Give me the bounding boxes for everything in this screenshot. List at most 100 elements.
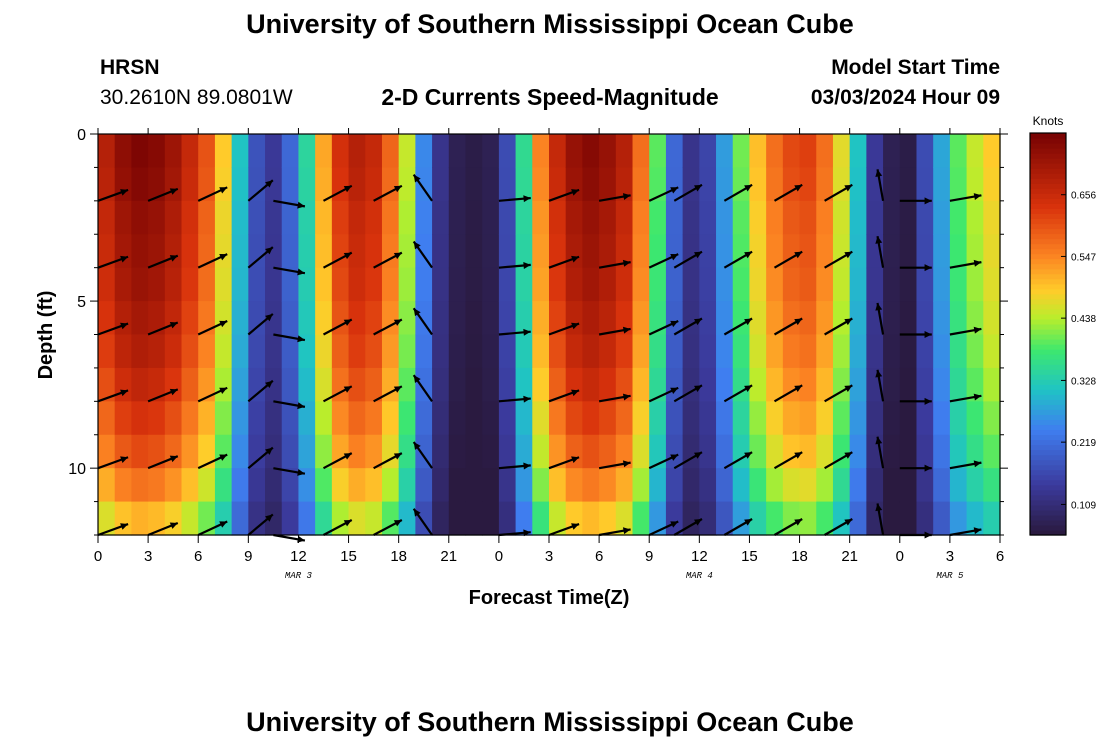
heatmap-cell [966,234,984,269]
x-tick-label: 0 [896,548,904,565]
heatmap-cell [365,501,383,536]
heatmap-cell [649,468,667,503]
current-vector [773,384,803,403]
colorbar-segment [1030,464,1066,471]
heatmap-cell [164,501,183,536]
heatmap-cell [148,501,166,536]
heatmap-cell [849,367,867,402]
colorbar-segment [1030,529,1066,536]
colorbar-segment [1030,318,1066,325]
heatmap-cell [131,301,149,336]
colorbar-segment [1030,243,1066,250]
heatmap-cell [432,468,450,503]
heatmap-cell [849,301,867,336]
heatmap-cell [866,267,884,302]
current-vector [949,193,982,202]
heatmap-cell [415,434,433,469]
heatmap-cell [899,200,918,235]
heatmap-cell [849,501,867,536]
current-vector [899,331,932,338]
colorbar-segment [1030,303,1066,310]
colorbar-segment [1030,514,1066,521]
current-vector [498,395,531,403]
heatmap-cell [732,301,751,336]
heatmap-cell [682,267,700,302]
heatmap-cell [465,367,483,402]
heatmap-cell [465,434,483,469]
heatmap-cell [983,167,1001,202]
heatmap-cell [231,301,249,336]
heatmap-cell [148,434,166,469]
heatmap-cell [315,468,333,503]
heatmap-cell [866,334,884,369]
heatmap-cell [849,167,867,202]
heatmap-cell [465,167,483,202]
heatmap-cell [98,267,116,302]
heatmap-cell [665,167,684,202]
heatmap-cell [148,468,166,503]
heatmap-cell [699,301,717,336]
heatmap-cell [315,200,333,235]
heatmap-cell [716,468,734,503]
current-vector [875,436,885,469]
heatmap-cell [816,468,834,503]
heatmap-cell [482,301,500,336]
heatmap-cell [883,134,901,169]
heatmap-cell [181,401,199,436]
current-vector [723,451,753,470]
heatmap-cell [164,167,183,202]
heatmap-cell [832,234,851,269]
heatmap-cell [649,434,667,469]
heatmap-cell [565,401,584,436]
heatmap-cell [682,367,700,402]
heatmap-cell [799,167,817,202]
heatmap-cell [214,501,233,536]
colorbar-segment [1030,233,1066,240]
heatmap-cell [498,134,517,169]
x-tick-label: 3 [946,548,954,565]
heatmap-cell [214,267,233,302]
current-vector [97,255,129,269]
heatmap-cell [148,200,166,235]
heatmap-cell [348,401,366,436]
heatmap-cell [415,234,433,269]
heatmap-cell [498,468,517,503]
heatmap-cell [749,134,767,169]
heatmap-cell [682,468,700,503]
heatmap-cell [782,134,801,169]
heatmap-cell [348,334,366,369]
heatmap-cell [248,434,266,469]
heatmap-cell [98,334,116,369]
heatmap-cell [315,334,333,369]
heatmap-cell [298,200,316,235]
heatmap-cell [331,267,350,302]
current-vector [949,326,982,336]
heatmap-cell [248,334,266,369]
colorbar-segment [1030,494,1066,501]
heatmap-cell [899,234,918,269]
heatmap-cell [331,434,350,469]
heatmap-cell [281,501,300,536]
heatmap-cell [298,134,316,169]
heatmap-cell [766,134,784,169]
heatmap-cell [682,134,700,169]
heatmap-cell [164,134,183,169]
current-vector [147,455,179,470]
heatmap-cell [916,434,934,469]
current-vector [723,384,753,403]
heatmap-cell [749,234,767,269]
heatmap-cell [732,367,751,402]
heatmap-cell [916,401,934,436]
heatmap-cell [164,334,183,369]
heatmap-cell [265,200,283,235]
current-vector [322,519,353,536]
heatmap-cell [114,134,133,169]
heatmap-cell [432,167,450,202]
heatmap-cell [231,267,249,302]
heatmap-cell [448,501,467,536]
heatmap-cell [732,167,751,202]
heatmap-cell [164,301,183,336]
heatmap-cell [432,334,450,369]
colorbar-segment [1030,384,1066,390]
heatmap-cell [448,167,467,202]
